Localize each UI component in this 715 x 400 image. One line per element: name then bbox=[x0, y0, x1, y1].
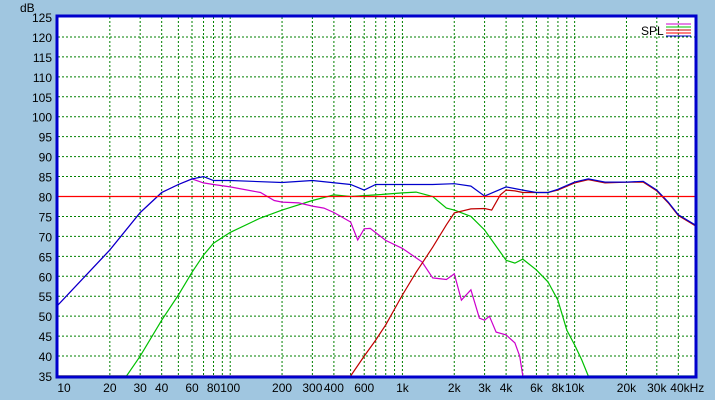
x-tick-label: 600 bbox=[354, 381, 374, 395]
x-tick-label: 40 bbox=[155, 381, 169, 395]
series-line-1 bbox=[58, 191, 695, 377]
y-tick-label: 70 bbox=[39, 230, 53, 244]
x-tick-label: 3k bbox=[478, 381, 492, 395]
x-tick-label: 1k bbox=[396, 381, 410, 395]
x-tick-label: 80 bbox=[207, 381, 221, 395]
y-tick-label: 55 bbox=[39, 290, 53, 304]
x-tick-label: 400 bbox=[324, 381, 344, 395]
series-line-4 bbox=[57, 175, 696, 306]
y-axis-label: dB bbox=[20, 1, 35, 15]
legend-label: SPL bbox=[641, 24, 664, 38]
series-line-2 bbox=[57, 178, 579, 377]
y-tick-label: 75 bbox=[39, 210, 53, 224]
y-tick-label: 105 bbox=[32, 91, 52, 105]
plot-border bbox=[55, 14, 698, 379]
y-tick-label: 95 bbox=[39, 131, 53, 145]
x-tick-label: 2k bbox=[448, 381, 462, 395]
x-tick-label: 4k bbox=[500, 381, 514, 395]
y-tick-label: 65 bbox=[39, 250, 53, 264]
y-tick-label: 80 bbox=[39, 191, 53, 205]
x-tick-label: 30k bbox=[647, 381, 667, 395]
x-tick-label: 200 bbox=[272, 381, 292, 395]
y-tick-label: 35 bbox=[39, 370, 53, 384]
y-tick-label: 100 bbox=[32, 111, 52, 125]
x-tick-label: 10 bbox=[57, 381, 71, 395]
y-tick-label: 45 bbox=[39, 330, 53, 344]
x-tick-label: 300 bbox=[302, 381, 322, 395]
y-tick-label: 40 bbox=[39, 350, 53, 364]
y-tick-label: 90 bbox=[39, 151, 53, 165]
y-tick-label: 125 bbox=[32, 11, 52, 25]
x-tick-label: 6k bbox=[530, 381, 544, 395]
x-tick-label: 20k bbox=[617, 381, 637, 395]
y-tick-label: 60 bbox=[39, 270, 53, 284]
x-tick-label: 10k bbox=[565, 381, 585, 395]
y-tick-label: 115 bbox=[33, 51, 52, 65]
y-tick-label: 50 bbox=[39, 310, 53, 324]
y-tick-label: 110 bbox=[33, 71, 52, 85]
y-tick-label: 120 bbox=[32, 31, 52, 45]
x-tick-label: 100 bbox=[220, 381, 240, 395]
x-tick-label: 40kHz bbox=[670, 381, 704, 395]
x-tick-label: 60 bbox=[185, 381, 199, 395]
x-tick-label: 30 bbox=[133, 381, 147, 395]
y-tick-label: 85 bbox=[39, 171, 53, 185]
x-tick-label: 8k bbox=[552, 381, 566, 395]
x-tick-label: 20 bbox=[103, 381, 117, 395]
